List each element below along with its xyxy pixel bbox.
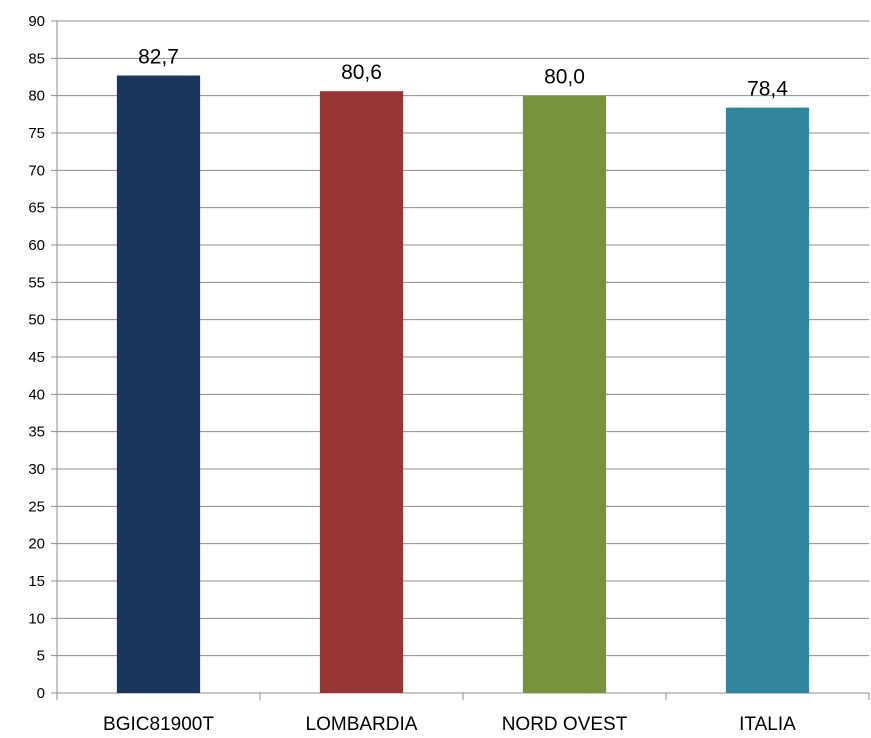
x-category-label: ITALIA [739, 714, 796, 735]
y-tick-label: 40 [28, 386, 45, 403]
y-tick-label: 75 [28, 125, 45, 142]
y-tick-label: 90 [28, 13, 45, 30]
y-tick-label: 85 [28, 50, 45, 67]
y-tick-label: 5 [37, 648, 45, 665]
y-tick-label: 70 [28, 162, 45, 179]
bars [116, 75, 810, 694]
bar-nord-ovest [522, 95, 607, 693]
data-label: 78,4 [747, 78, 788, 101]
y-tick-label: 80 [28, 88, 45, 105]
y-tick-label: 35 [28, 424, 45, 441]
data-label: 80,6 [341, 61, 382, 84]
data-label: 82,7 [138, 46, 179, 69]
y-tick-label: 15 [28, 573, 45, 590]
bar-italia [725, 107, 810, 693]
y-tick-label: 65 [28, 200, 45, 217]
y-tick-label: 55 [28, 274, 45, 291]
y-tick-label: 25 [28, 498, 45, 515]
labels: 0 5 10 15 20 25 30 35 40 45 50 55 60 65 70 75 80 85 90 82,7… [28, 13, 796, 735]
x-category-label: BGIC81900T [103, 714, 214, 735]
y-tick-label: 30 [28, 461, 45, 478]
y-tick-label: 10 [28, 610, 45, 627]
y-tick-label: 50 [28, 312, 45, 329]
y-tick-label: 0 [37, 685, 45, 702]
x-category-label: NORD OVEST [502, 714, 628, 735]
y-tick-label: 45 [28, 349, 45, 366]
bar-lombardia [319, 91, 404, 694]
data-label: 80,0 [544, 66, 585, 89]
x-category-label: LOMBARDIA [306, 714, 418, 735]
y-tick-label: 20 [28, 536, 45, 553]
y-tick-label: 60 [28, 237, 45, 254]
bar-bgic81900t [116, 75, 201, 694]
